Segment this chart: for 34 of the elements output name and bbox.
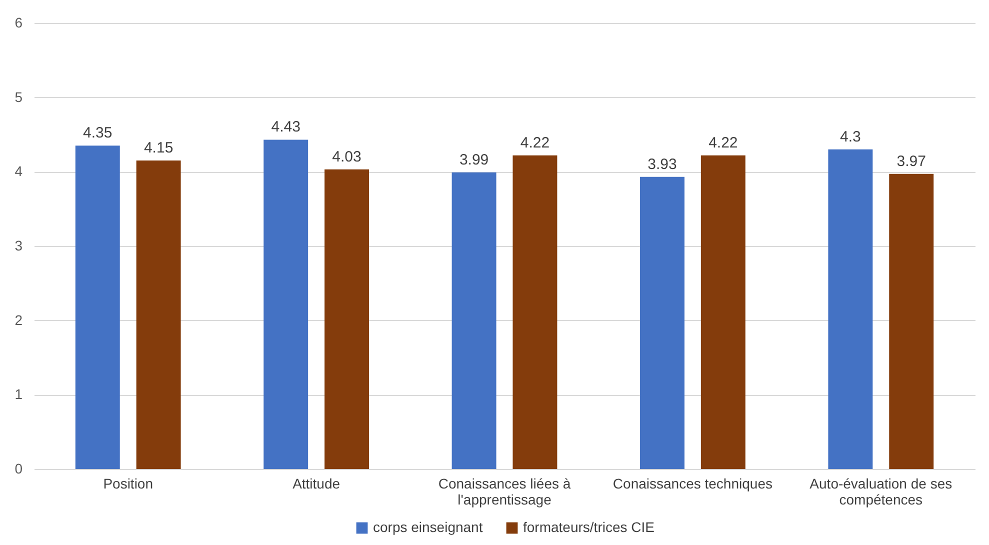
y-tick-label: 2 (14, 312, 23, 328)
data-label: 4.22 (520, 134, 550, 152)
bar (264, 140, 308, 469)
data-label: 4.35 (83, 124, 112, 142)
bar (452, 172, 496, 469)
x-tick-label: Auto-évaluation de ses compétences (810, 476, 952, 508)
bar (700, 155, 746, 469)
data-label: 4.3 (840, 128, 861, 146)
bar (640, 176, 684, 469)
data-label: 4.22 (708, 134, 738, 152)
data-label: 3.93 (648, 156, 677, 173)
y-tick-label: 3 (14, 238, 23, 254)
y-tick-label: 5 (14, 88, 23, 105)
y-tick-label: 6 (14, 14, 23, 30)
x-tick-label: Conaissances techniques (612, 476, 772, 492)
bar (324, 169, 369, 469)
data-label: 4.15 (144, 140, 174, 157)
x-tick-label: Position (103, 476, 154, 492)
bar (512, 155, 558, 469)
bar (828, 149, 873, 469)
x-tick-label: Conaissances liées à l'apprentissage (438, 476, 571, 508)
bar (136, 160, 181, 469)
y-tick-label: 4 (14, 163, 23, 180)
bar (75, 146, 120, 469)
data-label: 4.03 (332, 148, 362, 166)
y-tick-label: 1 (14, 386, 23, 402)
bar (889, 174, 934, 469)
y-tick-label: 0 (14, 460, 23, 476)
x-tick-label: Attitude (292, 476, 340, 492)
data-label: 3.99 (459, 151, 489, 168)
data-label: 4.43 (271, 118, 300, 136)
legend-label: formateurs/trices CIE (523, 519, 654, 535)
data-label: 3.97 (896, 152, 926, 170)
legend-label: corps einseignant (373, 519, 483, 535)
